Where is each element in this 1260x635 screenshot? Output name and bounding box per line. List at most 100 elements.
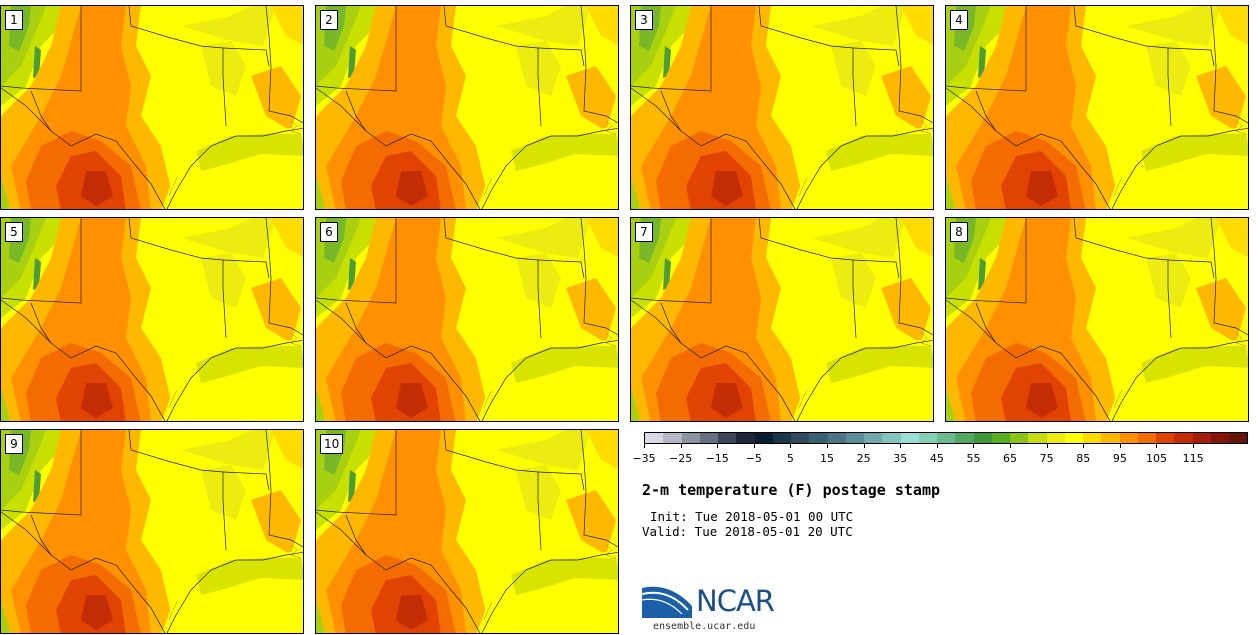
colorbar-swatch [754,433,773,443]
colorbar-tick-mark [936,444,938,448]
colorbar-tick-label: 75 [1039,452,1054,465]
temperature-map [316,218,619,422]
temperature-map [946,6,1249,210]
panel-number-label: 10 [320,434,344,454]
temperature-map [1,430,304,634]
panel-number-label: 9 [5,434,23,454]
colorbar-swatches [644,432,1248,444]
colorbar-swatch [1046,433,1065,443]
colorbar-tick-label: 105 [1145,452,1167,465]
ncar-logo-icon [642,586,692,618]
colorbar-swatch [1064,433,1083,443]
colorbar-tick-mark [1193,444,1195,448]
colorbar-tick-mark [1156,444,1158,448]
colorbar-swatch [1119,433,1138,443]
temperature-map [316,6,619,210]
colorbar-tick-mark [863,444,865,448]
valid-time: Valid: Tue 2018-05-01 20 UTC [642,524,853,539]
temperature-colorbar: −35 −25 −15 −5 5 15 25 35 45 55 65 75 85 95 105 115 [632,430,1250,470]
colorbar-tick-label: 15 [820,452,835,465]
temperature-map [316,430,619,634]
member-8-map-panel[interactable]: 8 [945,217,1249,422]
colorbar-swatch [663,433,682,443]
colorbar-tick-mark [1119,444,1121,448]
colorbar-tick-label: 65 [1003,452,1018,465]
colorbar-tick-label: 95 [1112,452,1127,465]
colorbar-tick-label: 45 [929,452,944,465]
colorbar-tick-mark [973,444,975,448]
member-6-map-panel[interactable]: 6 [315,217,619,422]
colorbar-tick-label: −15 [705,452,729,465]
colorbar-swatch [681,433,700,443]
ncar-logo[interactable]: NCAR ensemble.ucar.edu [642,578,802,634]
colorbar-tick-label: −25 [668,452,693,465]
colorbar-tick-label: 115 [1182,452,1204,465]
plot-title: 2-m temperature (F) postage stamp [642,481,941,499]
colorbar-tick-mark [753,444,755,448]
colorbar-tick-label: 25 [856,452,871,465]
member-4-map-panel[interactable]: 4 [945,5,1249,210]
temperature-map [1,6,304,210]
temperature-map [946,218,1249,422]
member-7-map-panel[interactable]: 7 [630,217,934,422]
colorbar-swatch [864,433,883,443]
colorbar-swatch [900,433,919,443]
colorbar-swatch [1192,433,1211,443]
colorbar-tick-label: −5 [745,452,762,465]
colorbar-tick-label: −35 [632,452,656,465]
colorbar-tick-label: 35 [893,452,908,465]
temperature-map [631,6,934,210]
colorbar-swatch [955,433,974,443]
colorbar-tick-mark [717,444,719,448]
colorbar-tick-label: 85 [1076,452,1091,465]
colorbar-tick-label: 55 [966,452,981,465]
member-2-map-panel[interactable]: 2 [315,5,619,210]
colorbar-tick-mark [680,444,682,448]
panel-number-label: 6 [320,222,338,242]
colorbar-swatch [1083,433,1102,443]
ncar-wordmark: NCAR [696,584,775,618]
member-10-map-panel[interactable]: 10 [315,429,619,634]
colorbar-swatch [791,433,810,443]
colorbar-swatch [1010,433,1029,443]
colorbar-tick-label: 5 [786,452,794,465]
colorbar-swatch [827,433,846,443]
colorbar-swatch [918,433,937,443]
panel-number-label: 3 [635,10,653,30]
colorbar-tick-mark [790,444,792,448]
colorbar-swatch [718,433,737,443]
panel-number-label: 8 [950,222,968,242]
init-time: Init: Tue 2018-05-01 00 UTC [650,509,854,524]
colorbar-swatch [1156,433,1175,443]
panel-number-label: 7 [635,222,653,242]
colorbar-swatch [973,433,992,443]
member-5-map-panel[interactable]: 5 [0,217,304,422]
colorbar-tick-mark [900,444,902,448]
colorbar-swatch [845,433,864,443]
colorbar-swatch [991,433,1010,443]
panel-number-label: 2 [320,10,338,30]
temperature-map [1,218,304,422]
colorbar-tick-mark [1046,444,1048,448]
colorbar-tick-mark [1010,444,1012,448]
colorbar-swatch [1101,433,1120,443]
member-3-map-panel[interactable]: 3 [630,5,934,210]
colorbar-swatch [1174,433,1193,443]
ensemble-url[interactable]: ensemble.ucar.edu [653,621,756,632]
colorbar-swatch [882,433,901,443]
panel-number-label: 5 [5,222,23,242]
colorbar-swatch [1028,433,1047,443]
colorbar-swatch [736,433,755,443]
colorbar-swatch [1229,433,1248,443]
member-1-map-panel[interactable]: 1 [0,5,304,210]
colorbar-swatch [937,433,956,443]
colorbar-swatch [1210,433,1229,443]
colorbar-swatch [809,433,828,443]
member-9-map-panel[interactable]: 9 [0,429,304,634]
colorbar-tick-mark [644,444,645,448]
temperature-map [631,218,934,422]
colorbar-swatch [699,433,718,443]
panel-number-label: 4 [950,10,968,30]
colorbar-tick-mark [827,444,829,448]
colorbar-swatch [1137,433,1156,443]
